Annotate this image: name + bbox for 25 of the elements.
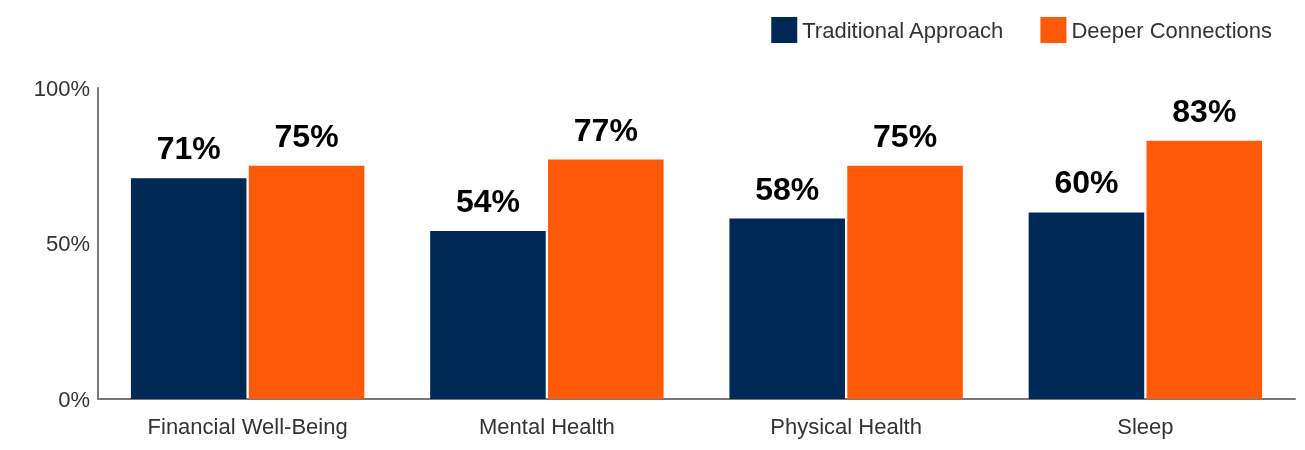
data-label: 60% — [1054, 164, 1119, 201]
y-tick-label: 0% — [58, 386, 90, 412]
x-tick-label: Mental Health — [479, 413, 615, 439]
x-tick-label: Financial Well-Being — [147, 413, 348, 439]
data-label: 75% — [873, 117, 938, 154]
x-tick-label: Physical Health — [770, 413, 922, 439]
data-label: 54% — [455, 183, 520, 220]
y-tick-label: 50% — [45, 231, 90, 256]
bar — [130, 178, 247, 399]
data-label: 75% — [274, 117, 339, 154]
bar — [248, 165, 365, 399]
legend-label: Deeper Connections — [1071, 17, 1273, 43]
bar — [729, 218, 845, 399]
bar — [430, 231, 546, 399]
data-label: 71% — [156, 130, 221, 167]
bar — [1146, 140, 1263, 399]
bar — [1028, 212, 1145, 399]
bar — [847, 165, 963, 399]
data-label: 58% — [755, 170, 820, 207]
data-label: 77% — [573, 111, 638, 148]
x-tick-label: Sleep — [1117, 413, 1174, 439]
data-label: 83% — [1172, 92, 1237, 129]
legend-label: Traditional Approach — [802, 17, 1004, 43]
bar — [548, 159, 664, 399]
y-tick-label: 100% — [33, 75, 90, 101]
